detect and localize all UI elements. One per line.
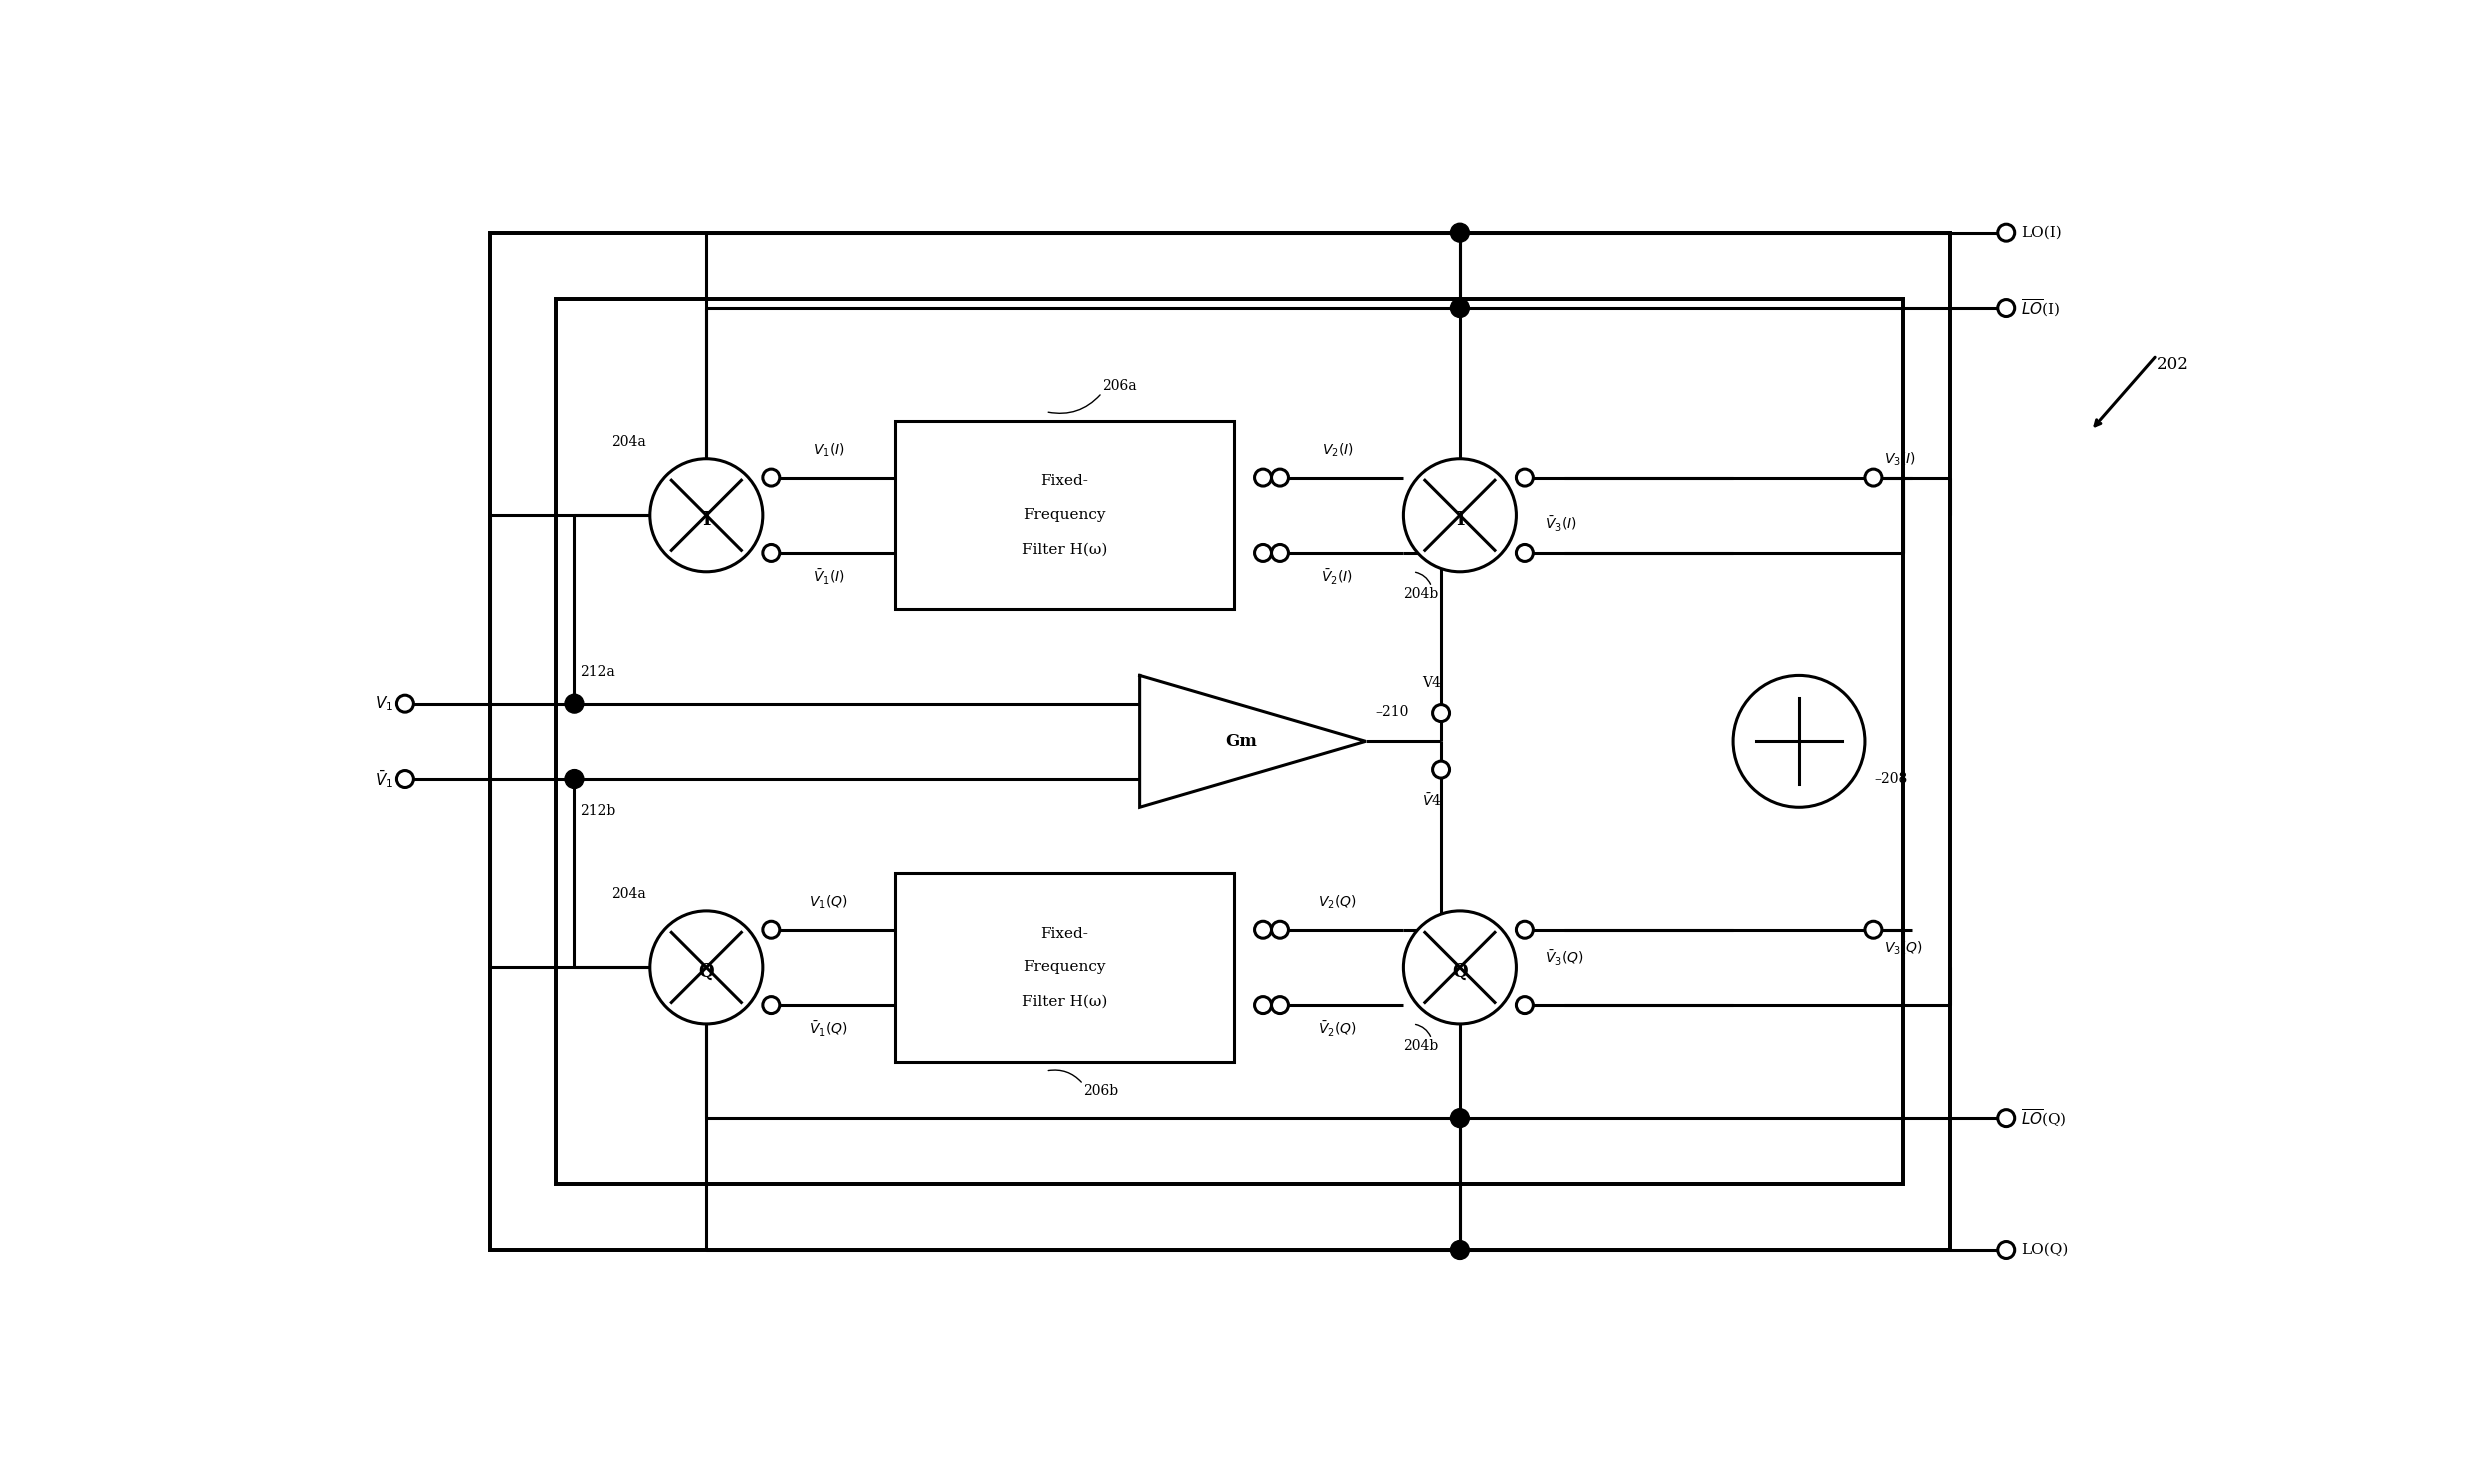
Bar <box>896 421 1233 609</box>
Circle shape <box>1997 299 2015 317</box>
Text: Q: Q <box>1451 963 1469 981</box>
Circle shape <box>397 696 414 712</box>
Text: Gm: Gm <box>1226 733 1258 750</box>
Circle shape <box>1255 922 1273 938</box>
Text: 206b: 206b <box>1084 1085 1119 1098</box>
Circle shape <box>1432 760 1449 778</box>
Text: $\bar{V}_3(I)$: $\bar{V}_3(I)$ <box>1546 515 1575 534</box>
Text: Filter H(ω): Filter H(ω) <box>1022 994 1107 1009</box>
Text: $V_3(I)$: $V_3(I)$ <box>1883 451 1915 468</box>
Text: $V_1(I)$: $V_1(I)$ <box>814 442 844 458</box>
Circle shape <box>762 997 779 1013</box>
Text: $V_2(I)$: $V_2(I)$ <box>1322 442 1352 458</box>
Circle shape <box>1734 675 1866 807</box>
Text: Filter H(ω): Filter H(ω) <box>1022 542 1107 556</box>
Circle shape <box>1255 997 1273 1013</box>
Text: Frequency: Frequency <box>1022 960 1107 975</box>
Text: 204b: 204b <box>1404 1039 1439 1053</box>
Text: $\bar{V}_2(Q)$: $\bar{V}_2(Q)$ <box>1317 1020 1357 1039</box>
Text: $\bar{V}_2(I)$: $\bar{V}_2(I)$ <box>1322 568 1355 587</box>
Text: $\bar{V}_3(Q)$: $\bar{V}_3(Q)$ <box>1546 948 1583 967</box>
Circle shape <box>1997 1110 2015 1126</box>
Text: 212b: 212b <box>581 803 615 818</box>
Circle shape <box>650 458 762 573</box>
Bar <box>556 298 1903 1185</box>
Text: $V_1$: $V_1$ <box>375 694 394 713</box>
Text: 204a: 204a <box>610 436 645 449</box>
Text: V4: V4 <box>1422 677 1441 690</box>
Text: $V_2(Q)$: $V_2(Q)$ <box>1317 894 1357 910</box>
Circle shape <box>1255 545 1273 561</box>
Circle shape <box>1866 470 1883 486</box>
Circle shape <box>1451 1108 1469 1127</box>
Circle shape <box>1451 223 1469 242</box>
Text: 204a: 204a <box>610 888 645 901</box>
Bar <box>896 873 1233 1061</box>
Text: I: I <box>702 511 710 528</box>
Circle shape <box>1273 922 1288 938</box>
Circle shape <box>1451 298 1469 317</box>
Text: Q: Q <box>700 963 715 981</box>
Circle shape <box>762 470 779 486</box>
Circle shape <box>397 771 414 787</box>
Text: Frequency: Frequency <box>1022 508 1107 523</box>
Circle shape <box>1451 1240 1469 1260</box>
Bar <box>489 233 1950 1251</box>
Circle shape <box>1273 997 1288 1013</box>
Text: Fixed-: Fixed- <box>1040 926 1089 941</box>
Text: 206a: 206a <box>1102 379 1136 393</box>
Text: –210: –210 <box>1374 705 1409 719</box>
Text: Fixed-: Fixed- <box>1040 474 1089 489</box>
Text: $V_1(Q)$: $V_1(Q)$ <box>809 894 849 910</box>
Circle shape <box>1516 545 1533 561</box>
Text: $\bar{V}_1$: $\bar{V}_1$ <box>375 768 394 790</box>
Circle shape <box>566 769 583 788</box>
Circle shape <box>1404 458 1516 573</box>
Circle shape <box>1516 922 1533 938</box>
Circle shape <box>762 922 779 938</box>
Polygon shape <box>1139 675 1365 807</box>
Text: $\bar{V}$4: $\bar{V}$4 <box>1422 793 1441 809</box>
Text: $\bar{V}_1(I)$: $\bar{V}_1(I)$ <box>814 568 844 587</box>
Circle shape <box>1997 1242 2015 1258</box>
Circle shape <box>1255 470 1273 486</box>
Text: $V_3(Q)$: $V_3(Q)$ <box>1883 940 1923 957</box>
Circle shape <box>1866 922 1883 938</box>
Text: $\bar{V}_1(Q)$: $\bar{V}_1(Q)$ <box>809 1020 849 1039</box>
Circle shape <box>1273 470 1288 486</box>
Text: I: I <box>1456 511 1464 528</box>
Circle shape <box>1516 470 1533 486</box>
Circle shape <box>650 910 762 1025</box>
Text: LO(Q): LO(Q) <box>2022 1243 2069 1257</box>
Text: $\overline{LO}$(Q): $\overline{LO}$(Q) <box>2022 1107 2067 1129</box>
Text: –208: –208 <box>1873 772 1908 785</box>
Circle shape <box>1516 997 1533 1013</box>
Circle shape <box>762 545 779 561</box>
Text: $\overline{LO}$(I): $\overline{LO}$(I) <box>2022 298 2062 319</box>
Text: 212a: 212a <box>581 665 615 680</box>
Text: 204b: 204b <box>1404 587 1439 600</box>
Circle shape <box>1273 545 1288 561</box>
Text: LO(I): LO(I) <box>2022 226 2062 239</box>
Circle shape <box>1997 225 2015 241</box>
Text: 202: 202 <box>2156 357 2188 373</box>
Circle shape <box>566 694 583 713</box>
Circle shape <box>1404 910 1516 1025</box>
Circle shape <box>1432 705 1449 722</box>
